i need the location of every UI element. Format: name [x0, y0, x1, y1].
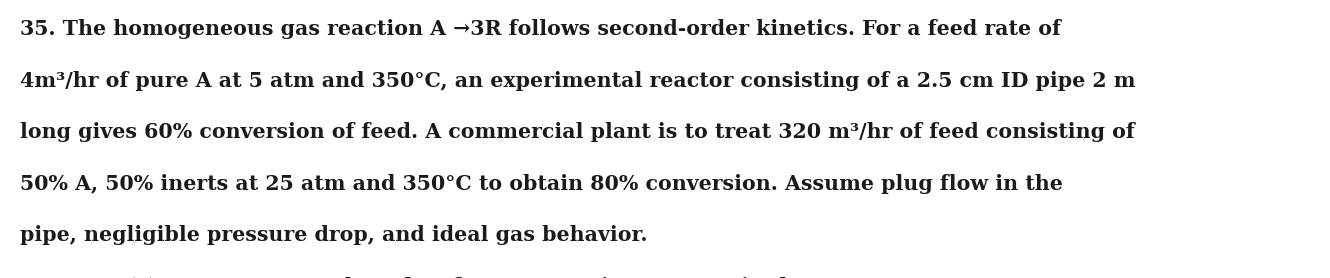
Text: long gives 60% conversion of feed. A commercial plant is to treat 320 m³/hr of f: long gives 60% conversion of feed. A com…: [20, 122, 1134, 142]
Text: pipe, negligible pressure drop, and ideal gas behavior.: pipe, negligible pressure drop, and idea…: [20, 225, 648, 245]
Text: 4m³/hr of pure A at 5 atm and 350°C, an experimental reactor consisting of a 2.5: 4m³/hr of pure A at 5 atm and 350°C, an …: [20, 71, 1136, 91]
Text: (a) How many 2-m lengths of 2.5 cm ID pipe are required?: (a) How many 2-m lengths of 2.5 cm ID pi…: [126, 277, 799, 278]
Text: 50% A, 50% inerts at 25 atm and 350°C to obtain 80% conversion. Assume plug flow: 50% A, 50% inerts at 25 atm and 350°C to…: [20, 174, 1063, 194]
Text: 35. The homogeneous gas reaction A →3R follows second-order kinetics. For a feed: 35. The homogeneous gas reaction A →3R f…: [20, 19, 1061, 39]
